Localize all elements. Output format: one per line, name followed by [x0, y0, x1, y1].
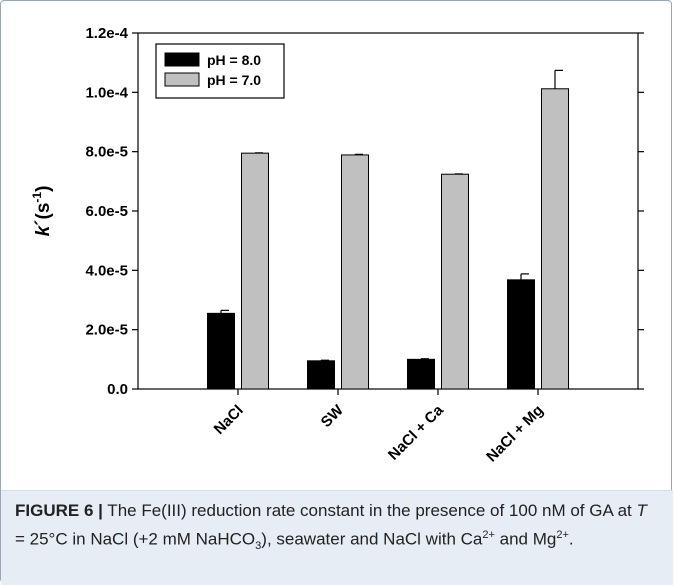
bar-ph8 — [207, 312, 235, 390]
bar-ph7 — [541, 88, 569, 390]
bar-ph8 — [407, 358, 435, 390]
category-label: NaCl + Ca — [385, 401, 447, 463]
legend-label: pH = 7.0 — [207, 72, 261, 88]
caption-text-1: The Fe(III) reduction rate constant in t… — [102, 501, 637, 520]
y-tick-label: 0.0 — [107, 381, 128, 398]
caption-text-5: . — [568, 529, 574, 549]
y-tick-label: 1.2e-4 — [85, 25, 128, 42]
legend-swatch — [164, 52, 200, 67]
y-tick-label: 1.0e-4 — [85, 84, 128, 101]
bar-ph8 — [507, 279, 535, 390]
caption-sub-3: 3 — [255, 540, 262, 553]
y-tick-label: 8.0e-5 — [85, 144, 128, 161]
caption-text-4: and Mg — [494, 529, 557, 549]
y-tick-label: 4.0e-5 — [85, 262, 128, 279]
category-label: SW — [318, 401, 348, 431]
y-tick-label: 6.0e-5 — [85, 203, 128, 220]
bar-chart: k´(s-1) 0.0 2.0e-5 4.0e-5 6.0e-5 8.0e-5 1.0e-… — [30, 25, 644, 466]
caption-box: FIGURE 6 | The Fe(III) reduction rate co… — [1, 490, 673, 585]
category-label: NaCl + Mg — [483, 402, 547, 466]
bar-ph8 — [307, 360, 335, 390]
figure-caption: FIGURE 6 | The Fe(III) reduction rate co… — [15, 499, 655, 558]
bar-ph7 — [341, 154, 369, 390]
bar-ph7 — [441, 173, 469, 390]
legend-swatch — [164, 72, 200, 87]
caption-sup-ca: 2+ — [482, 529, 495, 541]
figure-label: FIGURE 6 | — [15, 501, 103, 520]
caption-text-2: = 25°C in NaCl (+2 mM NaHCO — [15, 529, 256, 549]
legend-label: pH = 8.0 — [207, 52, 261, 68]
caption-text-3: ), seawater and NaCl with Ca — [261, 529, 483, 549]
bar-ph7 — [241, 152, 269, 390]
caption-sup-mg: 2+ — [556, 529, 569, 541]
y-axis-label: k´(s-1) — [30, 186, 54, 237]
category-label: NaCl — [211, 402, 247, 438]
caption-temp-symbol: T — [636, 501, 647, 520]
y-tick-label: 2.0e-5 — [85, 322, 128, 339]
